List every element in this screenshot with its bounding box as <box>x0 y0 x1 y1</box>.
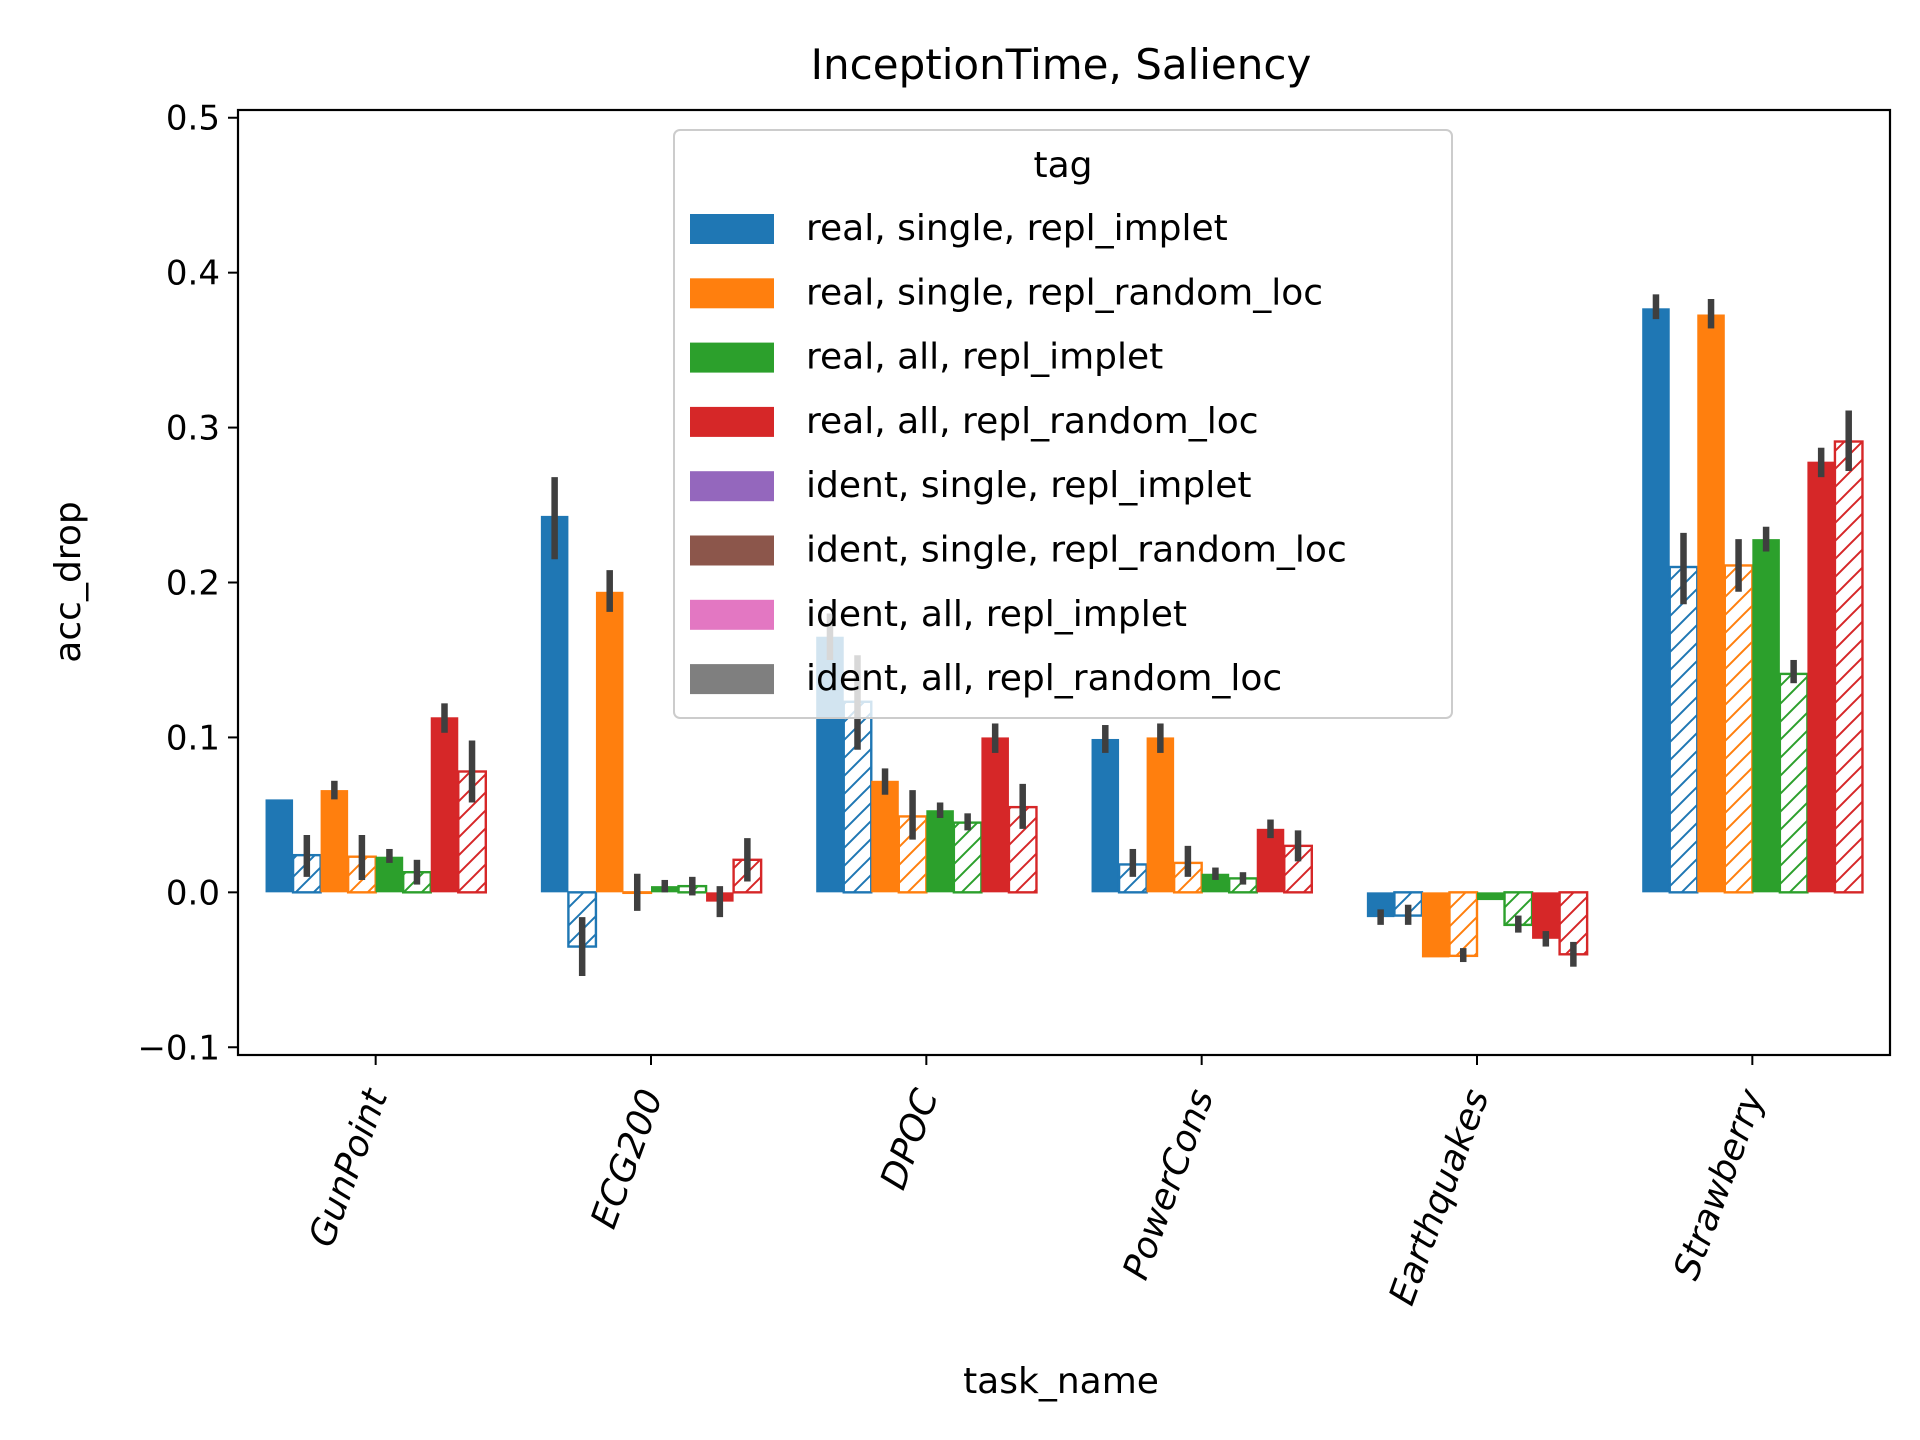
x-tick-label: DPOC <box>873 1083 947 1195</box>
bar-hatched-strawberry <box>1833 440 1864 894</box>
x-tick-label: PowerCons <box>1116 1084 1223 1285</box>
y-tick-label: 0.0 <box>166 873 220 913</box>
bar-solid-powercons <box>1146 737 1175 893</box>
y-tick-label: 0.5 <box>166 99 220 139</box>
x-axis-label: task_name <box>963 1361 1159 1402</box>
legend-swatch <box>690 664 774 695</box>
x-tick-label: Strawberry <box>1666 1083 1773 1285</box>
bar-solid-gunpoint <box>320 790 349 893</box>
x-tick-label: GunPoint <box>301 1082 396 1252</box>
chart-title: InceptionTime, Saliency <box>811 40 1312 89</box>
legend-swatch <box>690 406 774 437</box>
bar-hatched-earthquakes <box>1448 891 1479 958</box>
bar-solid-strawberry <box>1752 539 1780 893</box>
bar-solid-powercons <box>1256 828 1285 893</box>
y-tick-label: 0.1 <box>166 718 220 758</box>
x-axis: GunPoint ECG200 DPOC PowerCons Earthquakes St… <box>301 1055 1773 1310</box>
legend-swatch <box>690 535 774 566</box>
legend-swatch <box>690 342 774 373</box>
legend-swatch <box>690 278 774 309</box>
bar-solid-powercons <box>1091 738 1120 893</box>
bar-solid-dpoc <box>871 780 899 893</box>
bar-solid-ecg200 <box>540 515 569 893</box>
legend-label: ident, all, repl_implet <box>806 594 1187 635</box>
bar-hatched-strawberry <box>1778 672 1809 894</box>
y-axis: −0.1 0.0 0.1 0.2 0.3 0.4 0.5 <box>137 99 238 1068</box>
legend-label: real, single, repl_implet <box>806 208 1228 249</box>
bar-solid-gunpoint <box>430 717 459 893</box>
bar-solid-powercons <box>1201 873 1230 893</box>
y-tick-label: 0.3 <box>166 409 220 449</box>
legend-label: real, all, repl_random_loc <box>806 401 1259 442</box>
bar-hatched-strawberry <box>1668 565 1699 894</box>
legend-swatch <box>690 214 774 244</box>
bar-hatched-dpoc <box>952 821 983 894</box>
x-tick-label: Earthquakes <box>1382 1084 1498 1310</box>
bar-solid-dpoc <box>926 810 954 893</box>
bar-hatched-powercons <box>1283 844 1314 894</box>
legend-label: ident, all, repl_random_loc <box>806 658 1282 699</box>
y-tick-label: 0.4 <box>166 254 220 294</box>
bar-solid-strawberry <box>1697 314 1725 893</box>
bar-solid-dpoc <box>981 737 1009 893</box>
bar-solid-earthquakes <box>1477 892 1505 901</box>
legend-label: ident, single, repl_random_loc <box>806 530 1347 571</box>
y-axis-label: acc_drop <box>48 501 89 662</box>
legend-label: real, single, repl_random_loc <box>806 272 1323 313</box>
legend-swatch <box>690 599 774 630</box>
legend-swatch <box>690 471 774 502</box>
bar-solid-strawberry <box>1642 308 1670 893</box>
x-tick-label: ECG200 <box>584 1084 672 1234</box>
bar-solid-earthquakes <box>1421 892 1450 958</box>
bar-solid-gunpoint <box>265 799 294 893</box>
bar-solid-ecg200 <box>595 591 624 893</box>
legend-box <box>673 129 1453 719</box>
y-tick-label: 0.2 <box>166 564 220 604</box>
bar-solid-strawberry <box>1807 461 1835 893</box>
legend-label: real, all, repl_implet <box>806 337 1163 378</box>
legend-title: tag <box>1033 145 1092 186</box>
legend-label: ident, single, repl_implet <box>806 465 1251 506</box>
bar-hatched-strawberry <box>1723 564 1754 894</box>
y-tick-label: −0.1 <box>137 1028 220 1068</box>
legend-items: real, single, repl_implet real, single, r… <box>690 208 1347 699</box>
